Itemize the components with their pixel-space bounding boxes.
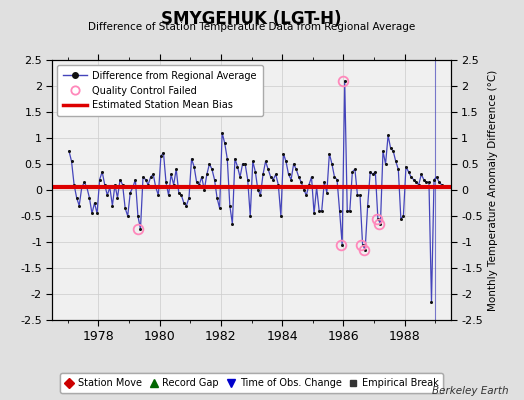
Text: Berkeley Earth: Berkeley Earth (432, 386, 508, 396)
Legend: Station Move, Record Gap, Time of Obs. Change, Empirical Break: Station Move, Record Gap, Time of Obs. C… (60, 374, 443, 393)
Text: Difference of Station Temperature Data from Regional Average: Difference of Station Temperature Data f… (88, 22, 415, 32)
Y-axis label: Monthly Temperature Anomaly Difference (°C): Monthly Temperature Anomaly Difference (… (488, 69, 498, 311)
Text: SMYGEHUK (LGT-H): SMYGEHUK (LGT-H) (161, 10, 342, 28)
